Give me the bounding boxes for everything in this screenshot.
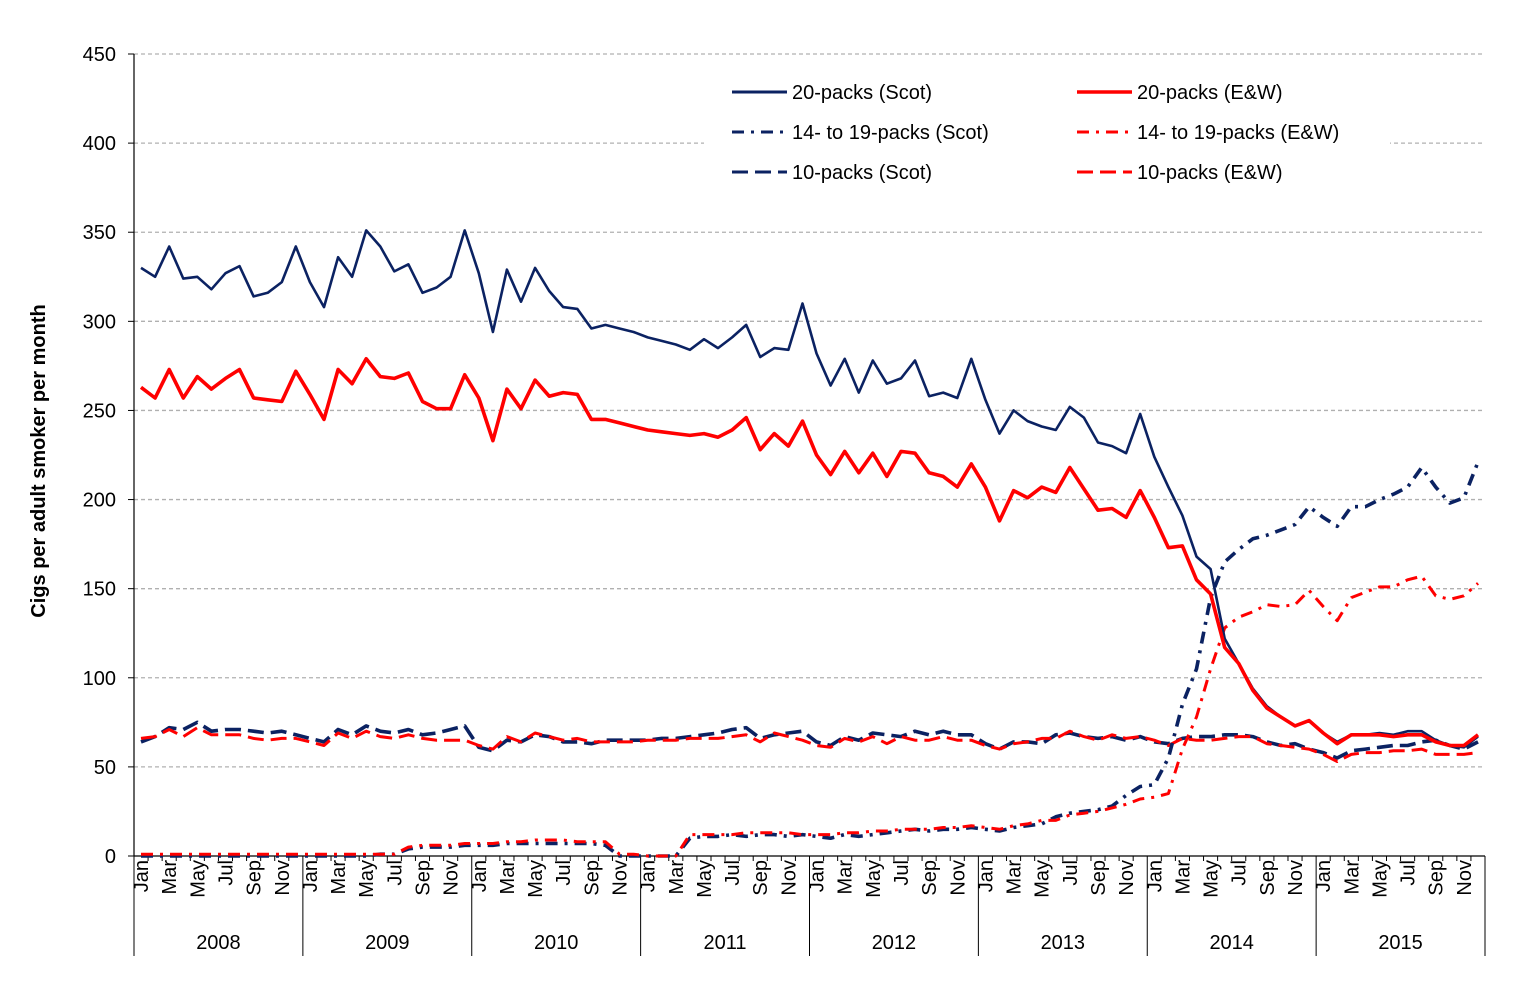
- y-tick-label: 300: [83, 311, 116, 333]
- month-label: Sep: [1426, 860, 1448, 896]
- year-label: 2014: [1209, 932, 1254, 954]
- month-label: Mar: [497, 860, 519, 895]
- month-label: Nov: [441, 860, 463, 896]
- month-label: May: [1032, 860, 1054, 898]
- month-label: Jan: [975, 860, 997, 892]
- series-line-20-packs-scot-: [140, 229, 1479, 749]
- month-label: Nov: [947, 860, 969, 896]
- month-label: Nov: [1285, 860, 1307, 896]
- month-label: Sep: [244, 860, 266, 896]
- year-label: 2011: [704, 932, 747, 954]
- month-label: Jan: [1144, 860, 1166, 892]
- year-label: 2010: [534, 932, 579, 954]
- series-line-10-packs-scot-: [140, 720, 1479, 760]
- series-line-14-to-19-packs-scot-: [141, 461, 1480, 858]
- month-label: Sep: [1257, 860, 1279, 896]
- month-label: Mar: [666, 860, 688, 895]
- y-tick-label: 100: [83, 668, 116, 690]
- month-label: Jan: [131, 860, 153, 892]
- month-label: Jul: [1229, 860, 1251, 886]
- year-label: 2009: [365, 932, 410, 954]
- month-label: Jan: [469, 860, 491, 892]
- month-label: May: [1369, 860, 1391, 898]
- month-label: May: [1201, 860, 1223, 898]
- month-label: Jul: [384, 860, 406, 886]
- month-label: May: [356, 860, 378, 898]
- month-label: Nov: [778, 860, 800, 896]
- month-label: Jan: [807, 860, 829, 892]
- month-label: May: [863, 860, 885, 898]
- month-label: Mar: [1172, 860, 1194, 895]
- legend-label: 20-packs (Scot): [792, 82, 932, 104]
- month-label: Sep: [750, 860, 772, 896]
- year-label: 2012: [872, 932, 917, 954]
- month-label: Jul: [891, 860, 913, 886]
- year-label: 2013: [1041, 932, 1086, 954]
- month-label: Nov: [610, 860, 632, 896]
- month-label: Nov: [1116, 860, 1138, 896]
- month-label: Mar: [1341, 860, 1363, 895]
- month-label: Sep: [581, 860, 603, 896]
- month-label: Mar: [1004, 860, 1026, 895]
- year-label: 2008: [196, 932, 241, 954]
- month-label: Sep: [412, 860, 434, 896]
- axes: 0 50 100 150 200 250 300 350 400 450 Jan Mar May Jul S…: [83, 44, 1486, 956]
- month-label: Jan: [1313, 860, 1335, 892]
- month-label: Mar: [159, 860, 181, 895]
- month-label: Jul: [722, 860, 744, 886]
- y-tick-label: 350: [83, 222, 116, 244]
- month-label: Mar: [328, 860, 350, 895]
- month-label: Jul: [215, 860, 237, 886]
- legend-label: 10-packs (Scot): [792, 162, 932, 184]
- year-label: 2015: [1378, 932, 1423, 954]
- month-label: Jul: [1060, 860, 1082, 886]
- series-line-20-packs-e-w-: [139, 357, 1480, 748]
- month-label: Jul: [553, 860, 575, 886]
- month-label: Jul: [1398, 860, 1420, 886]
- series-line-14-to-19-packs-e-w-: [141, 574, 1479, 858]
- month-label: Nov: [1454, 860, 1476, 896]
- month-label: Nov: [272, 860, 294, 896]
- month-label: May: [187, 860, 209, 898]
- legend-label: 10-packs (E&W): [1137, 162, 1283, 184]
- month-label: Jan: [300, 860, 322, 892]
- y-axis-label: Cigs per adult smoker per month: [28, 304, 50, 617]
- series-line-10-packs-e-w-: [140, 726, 1479, 763]
- legend-label: 14- to 19-packs (Scot): [792, 122, 989, 144]
- y-tick-label: 250: [83, 400, 116, 422]
- series-lines: [139, 229, 1480, 858]
- y-tick-label: 150: [83, 579, 116, 601]
- y-tick-label: 200: [83, 490, 116, 512]
- month-label: Sep: [1088, 860, 1110, 896]
- legend-background: [704, 68, 1390, 194]
- month-label: May: [525, 860, 547, 898]
- month-label: Sep: [919, 860, 941, 896]
- legend: 20-packs (Scot) 20-packs (E&W) 14- to 19-p…: [732, 82, 1339, 184]
- month-label: Jan: [638, 860, 660, 892]
- y-tick-label: 450: [83, 44, 116, 66]
- legend-label: 20-packs (E&W): [1137, 82, 1283, 104]
- month-label: Mar: [835, 860, 857, 895]
- legend-label: 14- to 19-packs (E&W): [1137, 122, 1339, 144]
- y-tick-label: 50: [94, 757, 116, 779]
- y-tick-label: 0: [105, 846, 116, 868]
- y-tick-label: 400: [83, 133, 116, 155]
- month-label: May: [694, 860, 716, 898]
